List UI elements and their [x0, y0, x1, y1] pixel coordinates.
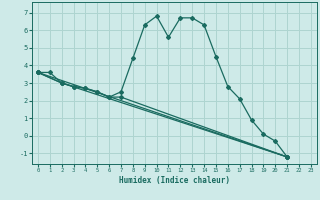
X-axis label: Humidex (Indice chaleur): Humidex (Indice chaleur) [119, 176, 230, 185]
